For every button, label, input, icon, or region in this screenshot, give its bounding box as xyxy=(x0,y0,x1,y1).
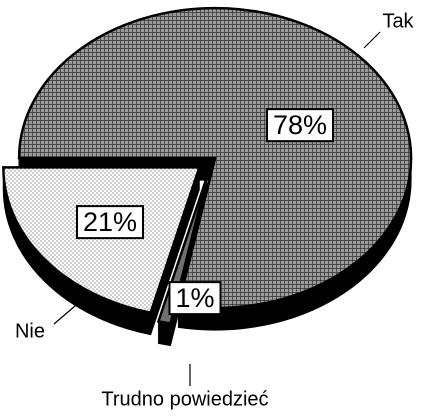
value-label-box xyxy=(265,108,335,143)
slice xyxy=(17,6,413,310)
value-label: 21% xyxy=(75,205,145,240)
value-label-text: 78% xyxy=(273,110,327,140)
value-label-text: 21% xyxy=(83,207,137,237)
category-label: Trudno powiedzieć xyxy=(101,388,268,410)
leader-line xyxy=(363,31,381,49)
category-label: Nie xyxy=(15,320,45,342)
slice xyxy=(2,166,202,315)
value-label-box xyxy=(168,281,222,316)
leader-line xyxy=(53,299,83,325)
value-label-text: 1% xyxy=(175,283,214,313)
value-label: 78% xyxy=(265,108,335,143)
value-label: 1% xyxy=(168,281,222,316)
category-label: Tak xyxy=(382,10,414,32)
value-label-box xyxy=(75,205,145,240)
